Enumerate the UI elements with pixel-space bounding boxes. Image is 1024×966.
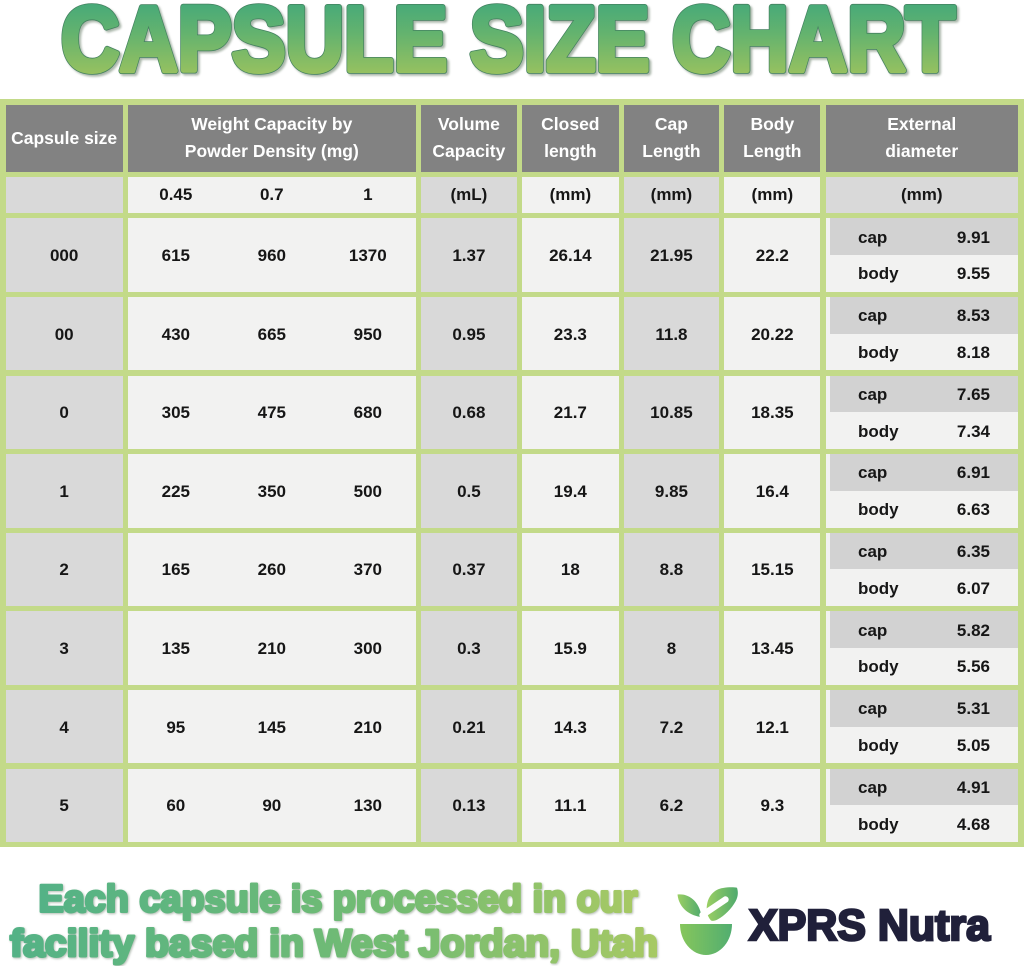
- svg-text:CAPSULE SIZE CHART: CAPSULE SIZE CHART: [61, 0, 955, 91]
- svg-text:CAPSULE SIZE CHART: CAPSULE SIZE CHART: [61, 0, 955, 91]
- svg-text:facility based in West Jordan,: facility based in West Jordan, Utah: [10, 922, 658, 965]
- svg-text:Each capsule is processed in o: Each capsule is processed in our: [39, 878, 638, 921]
